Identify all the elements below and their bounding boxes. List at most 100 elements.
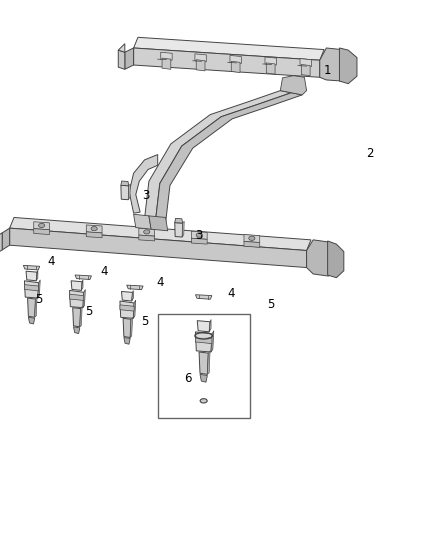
Polygon shape: [118, 50, 125, 69]
Polygon shape: [80, 306, 82, 327]
Polygon shape: [127, 285, 143, 289]
Polygon shape: [244, 235, 260, 243]
Polygon shape: [300, 59, 311, 67]
Text: 3: 3: [195, 229, 202, 241]
Ellipse shape: [91, 227, 97, 231]
Polygon shape: [134, 214, 151, 229]
Polygon shape: [155, 93, 302, 223]
Polygon shape: [25, 285, 39, 291]
Ellipse shape: [144, 230, 150, 234]
Ellipse shape: [196, 233, 202, 237]
Polygon shape: [83, 289, 85, 308]
Ellipse shape: [200, 399, 207, 403]
Polygon shape: [28, 298, 35, 317]
Polygon shape: [149, 216, 168, 231]
Text: 4: 4: [156, 276, 164, 289]
Polygon shape: [328, 241, 344, 278]
Polygon shape: [34, 222, 49, 230]
Polygon shape: [10, 217, 311, 251]
Text: 2: 2: [366, 147, 374, 160]
Text: 4: 4: [100, 265, 108, 278]
Polygon shape: [195, 332, 212, 352]
Polygon shape: [195, 295, 212, 299]
Polygon shape: [73, 308, 81, 327]
Polygon shape: [134, 37, 324, 60]
Polygon shape: [231, 61, 240, 72]
Polygon shape: [121, 181, 129, 186]
Polygon shape: [70, 294, 84, 301]
Polygon shape: [209, 320, 211, 332]
Polygon shape: [197, 321, 210, 332]
Polygon shape: [230, 55, 241, 63]
Polygon shape: [86, 232, 102, 238]
Polygon shape: [280, 76, 307, 95]
Polygon shape: [0, 233, 2, 254]
Ellipse shape: [39, 223, 45, 228]
Polygon shape: [162, 58, 171, 69]
Polygon shape: [307, 240, 336, 276]
Polygon shape: [120, 301, 134, 318]
Polygon shape: [34, 229, 49, 235]
Polygon shape: [124, 337, 130, 344]
Polygon shape: [175, 219, 183, 223]
Polygon shape: [195, 336, 212, 344]
Polygon shape: [121, 292, 133, 301]
Polygon shape: [125, 48, 134, 69]
Text: 1: 1: [324, 64, 332, 77]
Polygon shape: [2, 228, 10, 250]
Text: 5: 5: [35, 293, 42, 306]
Polygon shape: [134, 48, 320, 77]
Polygon shape: [35, 297, 37, 317]
Polygon shape: [121, 185, 129, 200]
Polygon shape: [265, 57, 276, 65]
Polygon shape: [191, 231, 207, 239]
Polygon shape: [320, 48, 348, 81]
Polygon shape: [191, 238, 207, 244]
Polygon shape: [36, 270, 38, 281]
Ellipse shape: [196, 334, 212, 338]
Polygon shape: [70, 290, 84, 308]
Polygon shape: [301, 64, 310, 76]
Polygon shape: [26, 271, 37, 281]
Polygon shape: [244, 241, 260, 247]
Text: 5: 5: [141, 316, 148, 328]
Polygon shape: [130, 317, 133, 337]
Text: 5: 5: [85, 305, 92, 318]
Polygon shape: [207, 351, 210, 374]
Polygon shape: [139, 228, 155, 236]
Polygon shape: [133, 300, 136, 318]
Polygon shape: [182, 221, 184, 237]
Polygon shape: [199, 352, 208, 374]
Polygon shape: [200, 374, 207, 382]
Polygon shape: [196, 60, 205, 71]
Polygon shape: [74, 327, 80, 334]
Polygon shape: [86, 225, 102, 233]
Polygon shape: [132, 290, 133, 301]
Polygon shape: [120, 305, 134, 311]
Ellipse shape: [249, 236, 255, 240]
Polygon shape: [38, 280, 40, 298]
Polygon shape: [128, 184, 131, 200]
Polygon shape: [339, 48, 357, 84]
Polygon shape: [25, 281, 39, 298]
Polygon shape: [28, 317, 35, 324]
Polygon shape: [10, 228, 307, 268]
Polygon shape: [266, 63, 275, 74]
Polygon shape: [145, 91, 291, 221]
Polygon shape: [71, 281, 82, 290]
Polygon shape: [195, 54, 206, 62]
Polygon shape: [175, 223, 183, 237]
Polygon shape: [123, 318, 131, 337]
Text: 5: 5: [267, 298, 274, 311]
Polygon shape: [23, 265, 40, 270]
Bar: [158, 314, 250, 418]
Polygon shape: [161, 52, 172, 60]
Polygon shape: [139, 235, 155, 241]
Text: 3: 3: [143, 189, 150, 201]
Polygon shape: [81, 280, 83, 290]
Polygon shape: [75, 275, 92, 279]
Text: 4: 4: [227, 287, 235, 300]
Polygon shape: [129, 155, 158, 213]
Text: 6: 6: [184, 372, 191, 385]
Text: 4: 4: [47, 255, 55, 268]
